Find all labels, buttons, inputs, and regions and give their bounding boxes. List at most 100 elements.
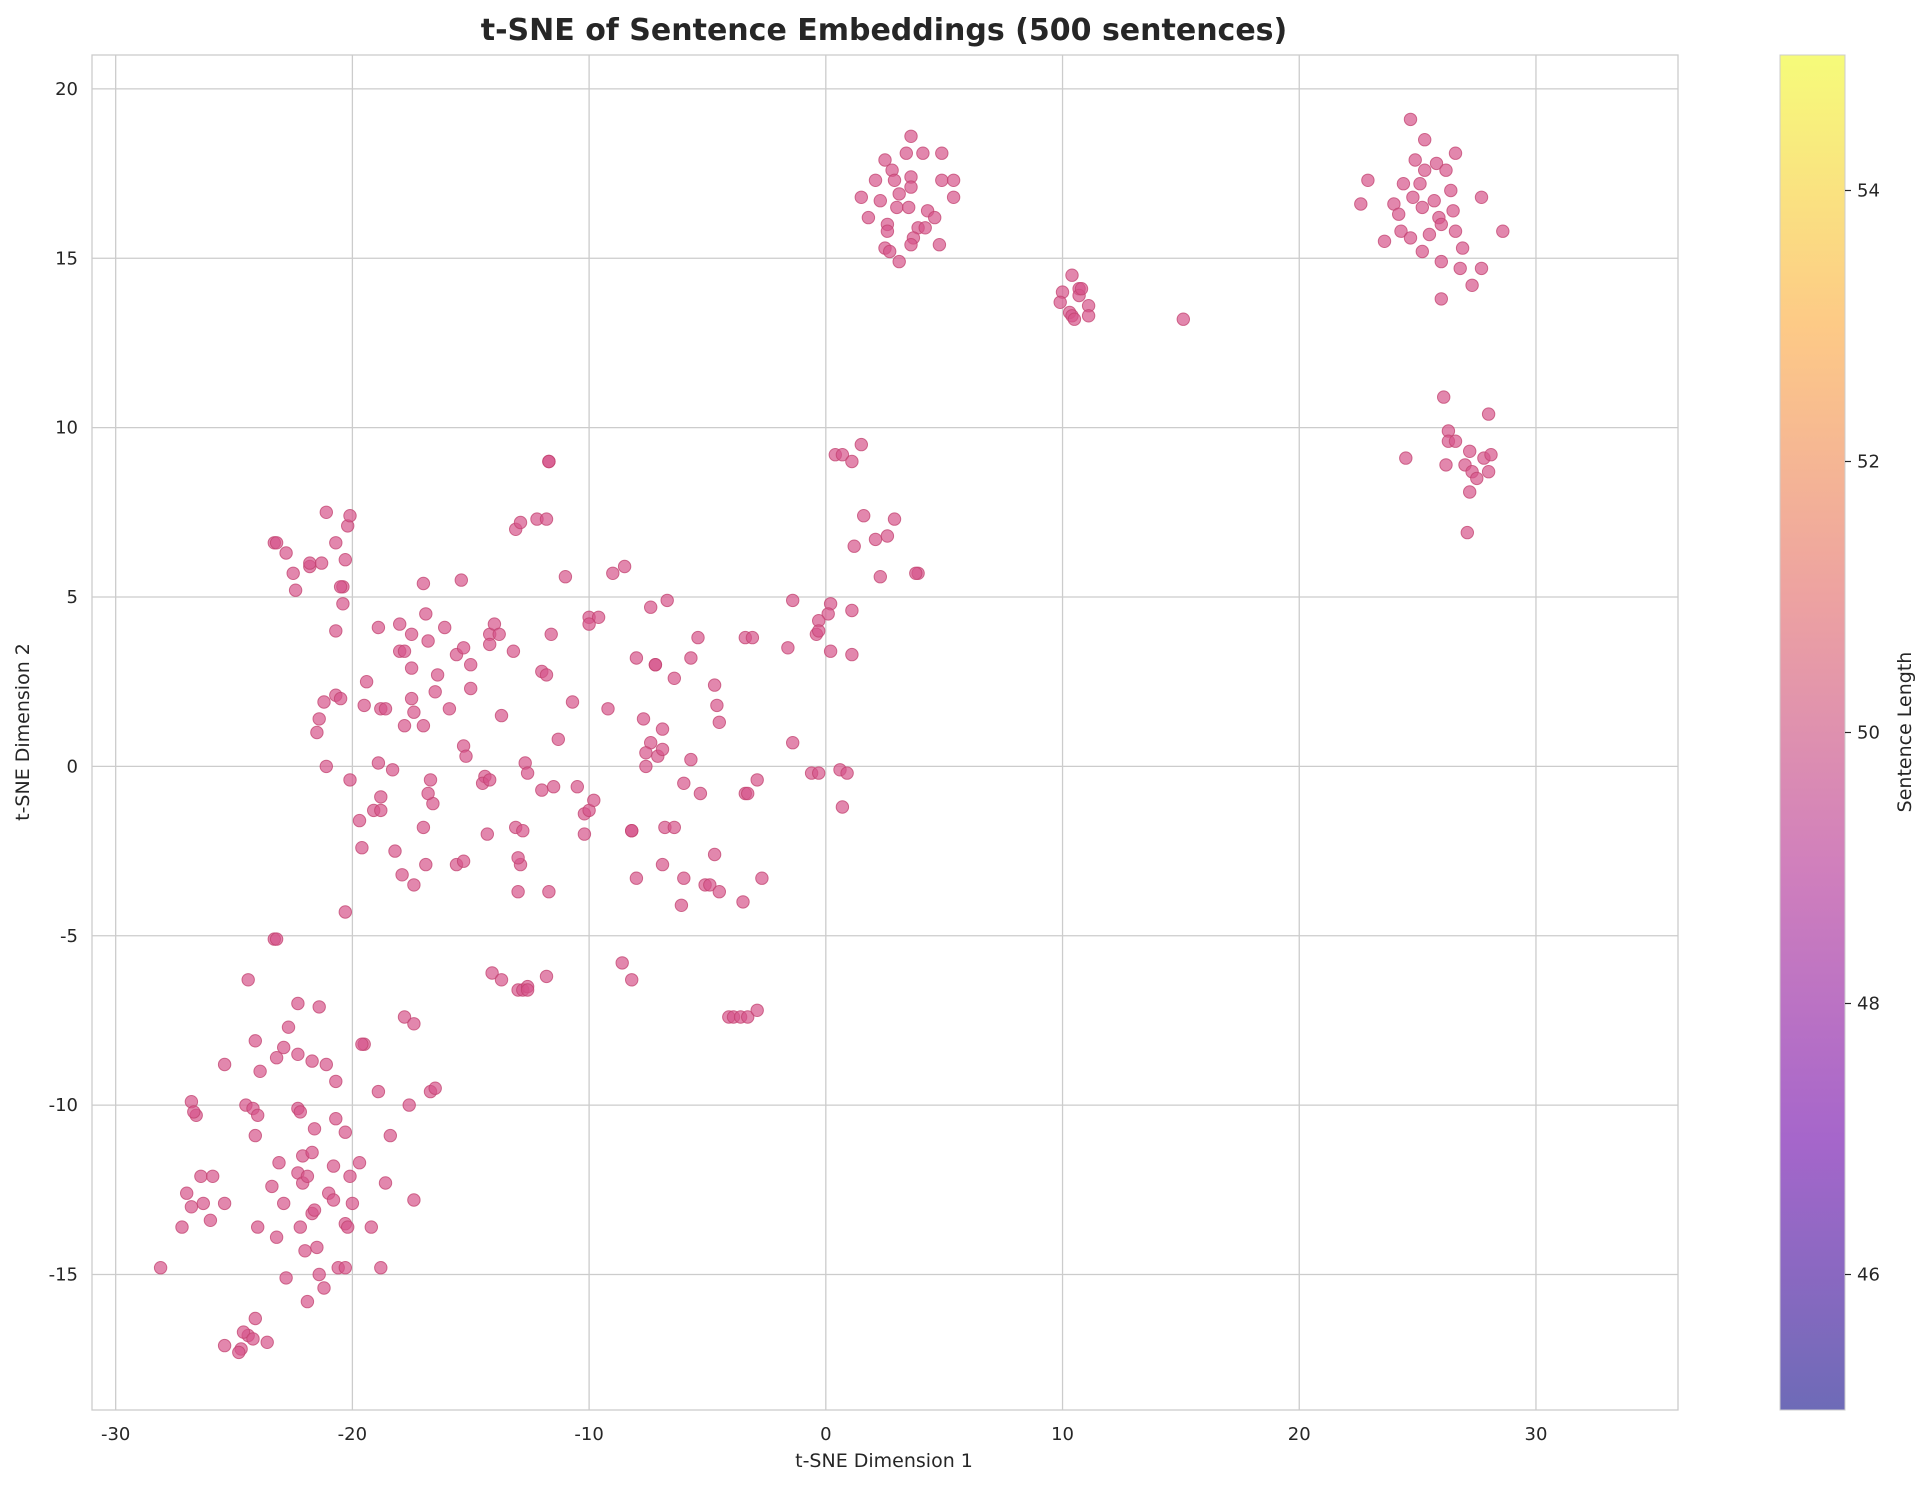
data-point <box>551 732 565 746</box>
data-point <box>454 573 468 587</box>
data-point <box>317 695 331 709</box>
data-point <box>341 1220 355 1234</box>
data-point <box>293 1105 307 1119</box>
data-point <box>248 1311 263 1326</box>
data-point <box>338 1125 352 1139</box>
data-point <box>1446 204 1460 218</box>
data-point <box>494 708 509 723</box>
data-point <box>1434 292 1449 306</box>
data-point <box>272 1156 286 1170</box>
data-point <box>307 1203 322 1217</box>
data-point <box>899 146 913 160</box>
data-point <box>1453 261 1467 276</box>
data-point <box>494 973 509 987</box>
colorbar-tick-label: 48 <box>1857 994 1880 1015</box>
data-point <box>338 905 352 919</box>
x-axis-ticks: -30 -20 -10 0 10 20 30 <box>101 1424 1547 1445</box>
colorbar <box>1779 54 1846 1411</box>
data-point <box>629 871 644 885</box>
data-point <box>407 705 421 719</box>
data-point <box>845 454 859 469</box>
data-point <box>674 898 689 912</box>
data-point <box>1413 177 1427 191</box>
data-point <box>873 570 887 584</box>
data-point <box>712 885 726 899</box>
data-point <box>303 556 317 570</box>
data-point <box>1484 448 1498 462</box>
y-tick-label: 10 <box>55 418 78 439</box>
data-point <box>707 678 722 692</box>
data-point <box>644 600 658 614</box>
x-tick-label: 0 <box>820 1424 831 1445</box>
data-point <box>300 1169 315 1184</box>
data-point <box>606 566 620 580</box>
data-point <box>625 824 639 838</box>
data-point <box>904 238 918 252</box>
data-point <box>909 566 923 580</box>
data-point <box>1465 278 1479 292</box>
data-point <box>1396 177 1411 191</box>
data-point <box>1437 390 1451 404</box>
data-point <box>352 813 367 828</box>
data-point <box>639 746 653 760</box>
data-point <box>464 658 478 672</box>
data-point <box>565 695 580 709</box>
data-point <box>371 756 386 770</box>
data-point <box>312 1267 326 1282</box>
data-point <box>407 1193 421 1207</box>
data-point <box>693 786 708 801</box>
data-point <box>485 966 499 980</box>
colorbar-label: Sentence Length <box>1894 652 1916 813</box>
data-point <box>374 803 388 818</box>
data-point <box>329 624 343 638</box>
x-tick-label: -30 <box>101 1424 130 1445</box>
x-tick-label: 30 <box>1525 1424 1548 1445</box>
data-point <box>677 776 691 790</box>
data-point <box>847 539 861 553</box>
data-point <box>378 1176 393 1190</box>
data-point <box>904 180 918 194</box>
data-point <box>1439 458 1453 472</box>
data-point <box>1463 485 1477 499</box>
data-point <box>355 841 369 855</box>
data-point <box>892 187 906 201</box>
data-point <box>861 210 876 225</box>
data-point <box>601 702 615 716</box>
data-point <box>404 627 419 641</box>
data-point <box>279 546 293 560</box>
data-point <box>397 1010 412 1024</box>
data-point <box>890 200 904 215</box>
data-point <box>1455 241 1470 255</box>
data-point <box>265 1179 279 1194</box>
data-point <box>755 871 769 885</box>
data-point <box>1481 465 1496 479</box>
data-point <box>741 1010 755 1024</box>
chart-title: t-SNE of Sentence Embeddings (500 senten… <box>481 13 1288 48</box>
data-point <box>667 820 681 835</box>
data-point <box>878 153 892 167</box>
data-point <box>684 651 698 665</box>
data-point <box>175 1220 189 1234</box>
data-point <box>639 759 653 774</box>
y-tick-label: 20 <box>55 79 78 100</box>
data-point <box>946 173 961 188</box>
data-point <box>326 1193 341 1207</box>
data-point <box>1444 183 1458 198</box>
data-point <box>1460 525 1475 540</box>
y-tick-label: 0 <box>67 756 78 777</box>
data-point <box>312 712 326 726</box>
data-point <box>821 607 835 621</box>
data-point <box>343 509 357 523</box>
y-tick-label: 5 <box>67 587 78 608</box>
data-point <box>357 698 371 713</box>
data-point <box>277 1040 291 1055</box>
data-point <box>298 1244 312 1258</box>
data-point <box>513 515 528 530</box>
data-point <box>187 1105 201 1119</box>
data-point <box>1422 227 1437 242</box>
data-point <box>516 824 530 838</box>
data-point <box>1415 200 1430 215</box>
data-point <box>542 454 556 469</box>
data-point <box>887 173 902 188</box>
data-point <box>459 749 473 763</box>
